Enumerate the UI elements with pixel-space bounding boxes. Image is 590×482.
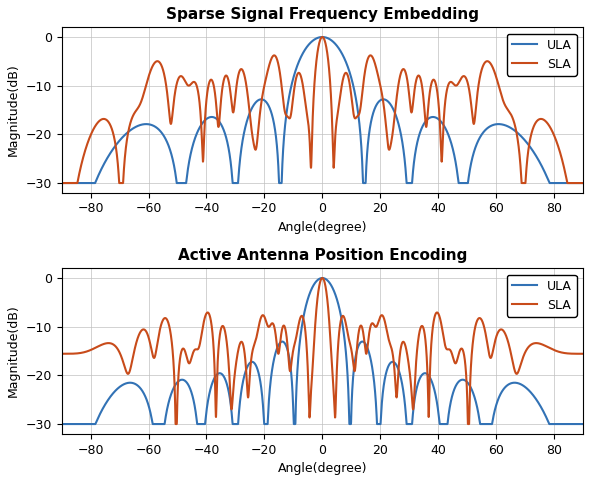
Y-axis label: Magnitude(dB): Magnitude(dB)	[7, 305, 20, 397]
Line: SLA: SLA	[61, 278, 583, 424]
ULA	[537, 404, 545, 410]
ULA	[319, 34, 326, 40]
ULA	[306, 41, 313, 47]
ULA	[58, 180, 65, 186]
ULA	[281, 340, 289, 346]
Y-axis label: Magnitude(dB): Magnitude(dB)	[7, 64, 20, 156]
SLA	[563, 179, 571, 185]
Line: ULA: ULA	[61, 37, 583, 183]
ULA	[277, 339, 284, 345]
SLA	[306, 133, 313, 138]
SLA	[437, 318, 444, 324]
SLA	[579, 180, 586, 186]
ULA	[277, 180, 284, 186]
ULA	[579, 180, 586, 186]
Line: ULA: ULA	[61, 278, 583, 424]
SLA	[579, 351, 586, 357]
ULA	[563, 421, 571, 427]
Line: SLA: SLA	[61, 37, 583, 183]
ULA	[537, 162, 545, 168]
Legend: ULA, SLA: ULA, SLA	[507, 34, 577, 76]
SLA	[281, 109, 289, 115]
SLA	[437, 135, 444, 141]
SLA	[277, 335, 284, 340]
Legend: ULA, SLA: ULA, SLA	[507, 275, 577, 317]
ULA	[437, 421, 444, 427]
ULA	[281, 125, 289, 131]
SLA	[281, 325, 289, 331]
ULA	[306, 292, 313, 297]
Title: Active Antenna Position Encoding: Active Antenna Position Encoding	[178, 248, 467, 263]
ULA	[58, 421, 65, 427]
SLA	[58, 180, 65, 186]
SLA	[563, 350, 571, 356]
ULA	[437, 118, 444, 124]
SLA	[306, 415, 313, 420]
Title: Sparse Signal Frequency Embedding: Sparse Signal Frequency Embedding	[166, 7, 479, 22]
SLA	[319, 275, 326, 281]
ULA	[563, 180, 571, 186]
ULA	[319, 275, 326, 281]
SLA	[277, 75, 284, 81]
SLA	[172, 421, 179, 427]
ULA	[579, 421, 586, 427]
SLA	[537, 116, 545, 122]
SLA	[538, 341, 545, 347]
X-axis label: Angle(degree): Angle(degree)	[277, 462, 367, 475]
X-axis label: Angle(degree): Angle(degree)	[277, 221, 367, 234]
SLA	[58, 351, 65, 357]
SLA	[319, 34, 326, 40]
